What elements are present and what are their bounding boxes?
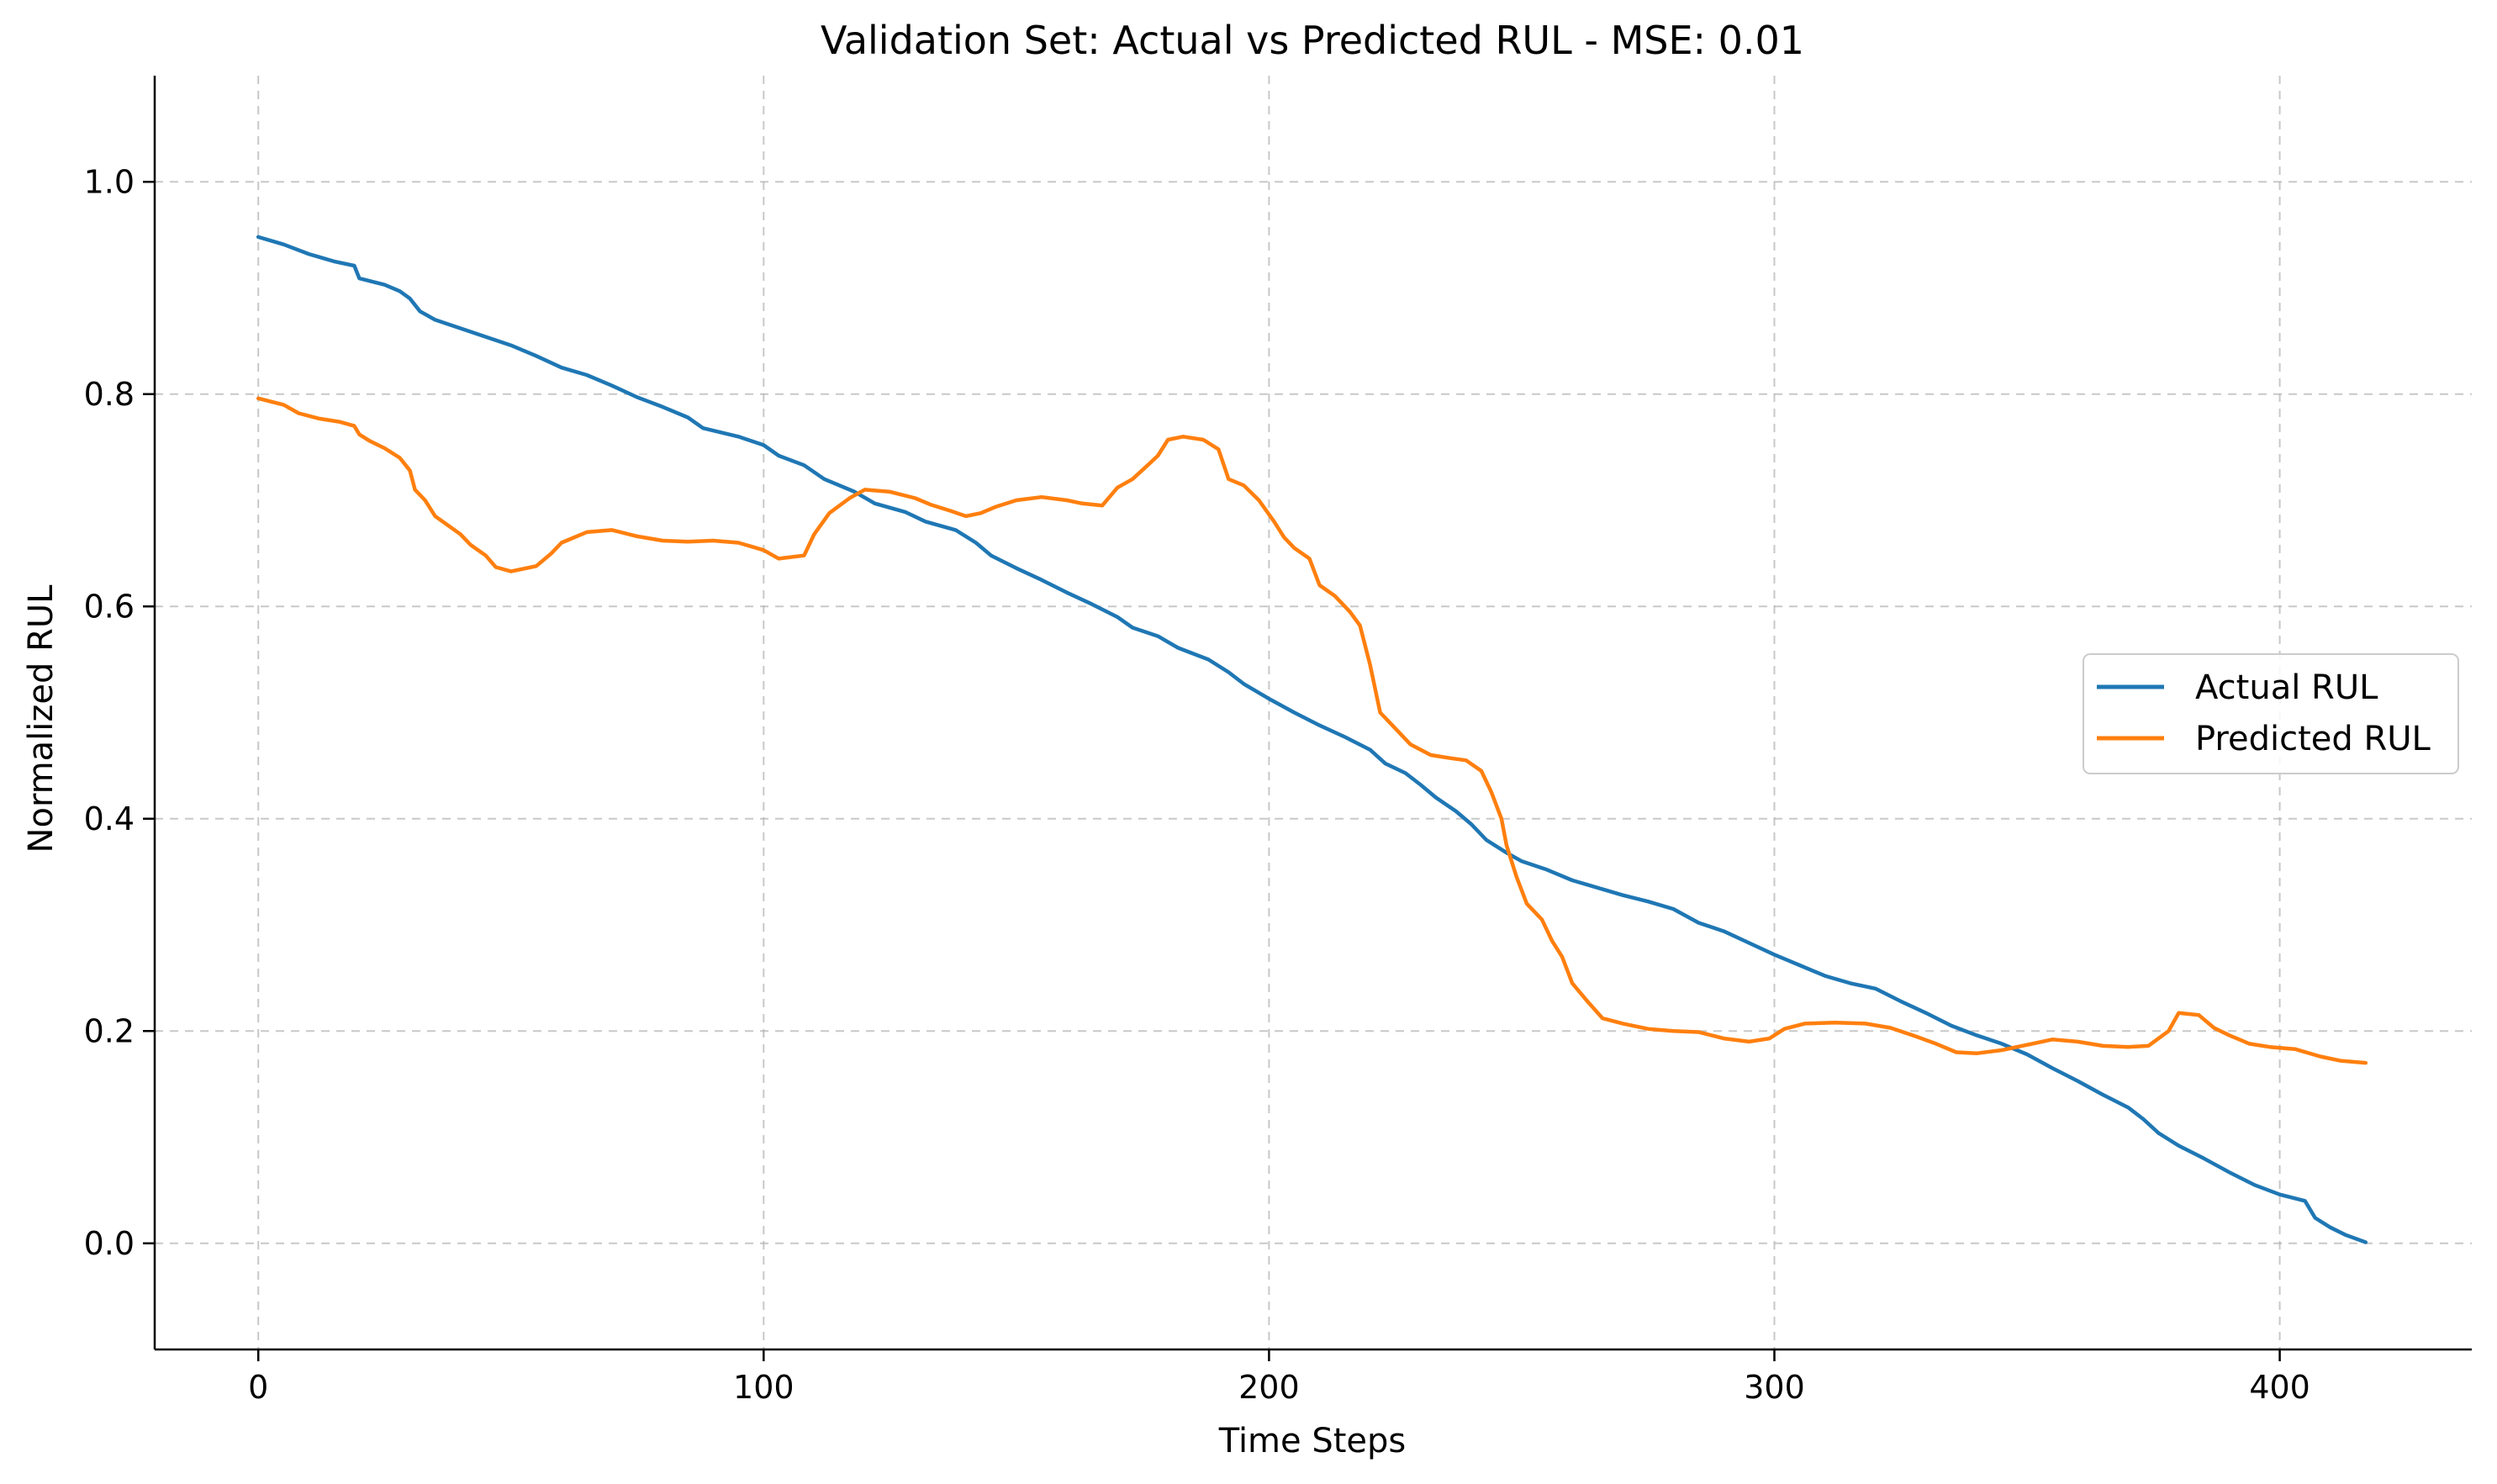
x-axis-title: Time Steps (1218, 1422, 1407, 1460)
series-line-actual-rul (256, 235, 2368, 1244)
axes (153, 76, 2472, 1351)
y-tick-label: 1.0 (84, 163, 135, 200)
y-tick-label: 0.2 (84, 1012, 135, 1049)
y-tick-label: 0.6 (84, 588, 135, 625)
x-tick-label: 400 (2249, 1369, 2310, 1406)
y-tick-label: 0.4 (84, 800, 135, 837)
series-layer (256, 235, 2368, 1244)
series-line-predicted-rul (256, 396, 2368, 1065)
y-axis-title: Normalized RUL (22, 584, 61, 853)
x-tick-label: 300 (1744, 1369, 1805, 1406)
x-tick-label: 0 (248, 1369, 268, 1406)
ticks: 0 100 200 300 400 0.0 0.2 0.4 0.6 0.8 1.0 (84, 163, 2310, 1406)
chart-title: Validation Set: Actual vs Predicted RUL … (821, 18, 1804, 63)
x-tick-label: 200 (1238, 1369, 1300, 1406)
grid (155, 76, 2472, 1349)
legend-label-predicted: Predicted RUL (2195, 720, 2431, 758)
legend-frame (2083, 653, 2459, 774)
x-tick-label: 100 (733, 1369, 794, 1406)
y-tick-label: 0.8 (84, 376, 135, 413)
legend: Actual RUL Predicted RUL (2083, 653, 2459, 774)
legend-label-actual: Actual RUL (2195, 668, 2378, 707)
y-tick-label: 0.0 (84, 1225, 135, 1262)
